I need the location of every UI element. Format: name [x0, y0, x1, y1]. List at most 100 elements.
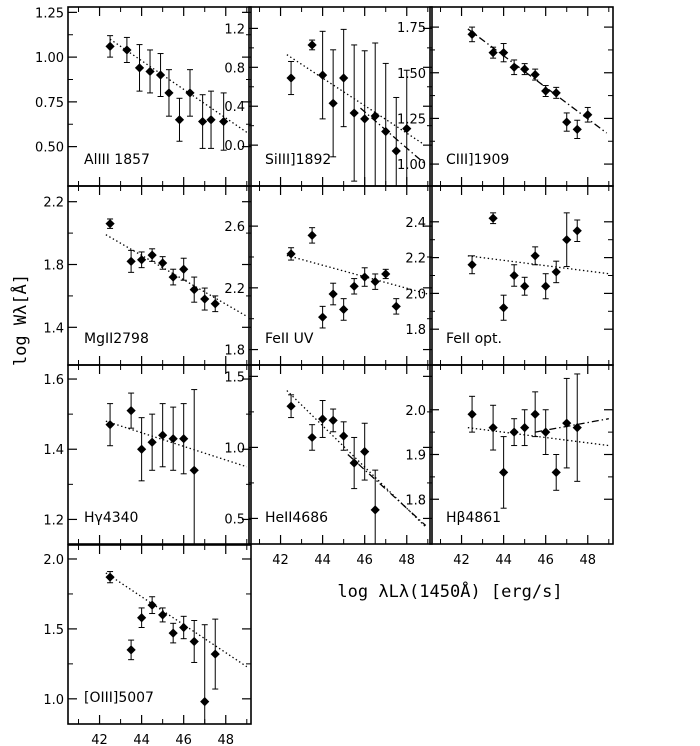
data-point [137, 613, 147, 623]
data-point [391, 301, 401, 311]
panel-plot-area [105, 571, 248, 724]
y-tick-label: 0.75 [35, 96, 64, 111]
panel: 1.8 1.9 2.0 Hβ4861 [405, 364, 614, 545]
y-tick-label: 1.25 [35, 6, 64, 21]
fit-line-dotted [105, 572, 248, 668]
y-tick-label: 1.6 [43, 373, 64, 388]
data-point [328, 289, 338, 299]
fit-line-dotted [105, 420, 247, 468]
y-tick-label: 1.25 [397, 112, 426, 127]
data-point [168, 628, 178, 638]
panel-label: Hγ4340 [84, 510, 138, 526]
data-point [158, 258, 168, 268]
data-point [168, 272, 178, 282]
y-tick-label: 2.0 [405, 287, 426, 302]
y-tick-label: 0.4 [224, 100, 245, 115]
x-axis-label: log λLλ(1450Å) [erg/s] [337, 580, 562, 602]
data-point [499, 467, 509, 477]
panel-plot-area [105, 218, 248, 317]
panel-plot-area [467, 26, 608, 140]
data-point [189, 636, 199, 647]
panel-label: AlIII 1857 [84, 152, 150, 168]
data-point [174, 115, 185, 125]
data-point [562, 418, 572, 428]
x-tick-label: 48 [398, 553, 415, 568]
data-point [137, 255, 147, 265]
data-point [349, 281, 359, 291]
data-point [147, 600, 157, 610]
y-tick-label: 1.0 [43, 693, 64, 708]
data-point [562, 117, 572, 127]
y-tick-label: 2.0 [405, 404, 426, 419]
fit-line-dashdot [347, 454, 427, 527]
y-tick-label: 0.0 [224, 139, 245, 154]
panel-label: HeII4686 [265, 510, 328, 526]
data-point [562, 235, 572, 245]
data-point [572, 124, 582, 134]
data-point [509, 270, 519, 281]
y-tick-label: 1.8 [224, 344, 245, 359]
data-point [467, 409, 477, 419]
data-point [328, 415, 338, 426]
y-tick-label: 1.2 [224, 22, 245, 37]
y-tick-label: 2.2 [43, 196, 64, 211]
data-point [126, 406, 136, 416]
data-point [541, 427, 551, 437]
panel: 1.8 2.0 2.2 2.4 FeII opt. [405, 185, 614, 366]
fit-line-dashdot [467, 28, 608, 134]
fit-line-dotted [467, 255, 609, 275]
data-point [185, 88, 195, 98]
fit-line-dotted [105, 234, 248, 317]
data-point [137, 444, 147, 454]
panel: 1.0 1.5 2.0 [OIII]5007 [43, 544, 252, 725]
y-tick-label: 1.9 [405, 449, 426, 464]
x-tick-label: 44 [495, 553, 512, 568]
data-point [520, 423, 530, 433]
data-point [360, 272, 370, 282]
data-point [381, 269, 391, 279]
data-point [210, 649, 220, 659]
data-point [360, 114, 370, 124]
panel-label: FeII UV [265, 331, 314, 347]
y-tick-label: 1.50 [397, 67, 426, 82]
panel-frame [67, 364, 252, 545]
panel-label: Hβ4861 [446, 510, 501, 526]
data-point [328, 98, 338, 108]
data-point [206, 115, 216, 125]
panel: 1.8 2.2 2.6 FeII UV [224, 185, 433, 366]
data-point [541, 86, 551, 96]
y-tick-label: 2.6 [224, 220, 245, 235]
panel-plot-area [286, 28, 425, 186]
panel-label: FeII opt. [446, 331, 502, 347]
panel-label: [OIII]5007 [84, 690, 154, 706]
data-point [168, 434, 178, 444]
data-point [370, 111, 380, 121]
panel-plot-area [467, 212, 609, 321]
data-point [530, 409, 540, 419]
fit-line-dotted [286, 54, 424, 145]
data-point [286, 249, 296, 259]
panel-label: CIII]1909 [446, 152, 509, 168]
data-point [134, 63, 145, 73]
data-point [551, 88, 561, 98]
data-point [286, 73, 296, 83]
data-point [499, 48, 509, 58]
data-point [339, 73, 349, 83]
panel: 1.00 1.25 1.50 1.75 CIII]1909 [397, 6, 614, 187]
data-point [219, 116, 229, 127]
data-point [105, 219, 115, 229]
y-tick-label: 1.5 [43, 623, 64, 638]
data-point [145, 66, 155, 77]
y-tick-label: 1.8 [405, 493, 426, 508]
data-point [200, 697, 210, 707]
x-tick-label: 42 [272, 553, 289, 568]
fit-line-dotted [286, 390, 427, 528]
data-point [189, 285, 199, 295]
x-tick-label: 44 [314, 553, 331, 568]
data-point [318, 414, 328, 424]
panel: 1.2 1.4 1.6 Hγ4340 [43, 364, 252, 545]
y-tick-label: 2.2 [405, 252, 426, 267]
x-tick-label: 46 [356, 553, 373, 568]
data-point [105, 41, 115, 51]
panel-label: MgII2798 [84, 331, 149, 347]
